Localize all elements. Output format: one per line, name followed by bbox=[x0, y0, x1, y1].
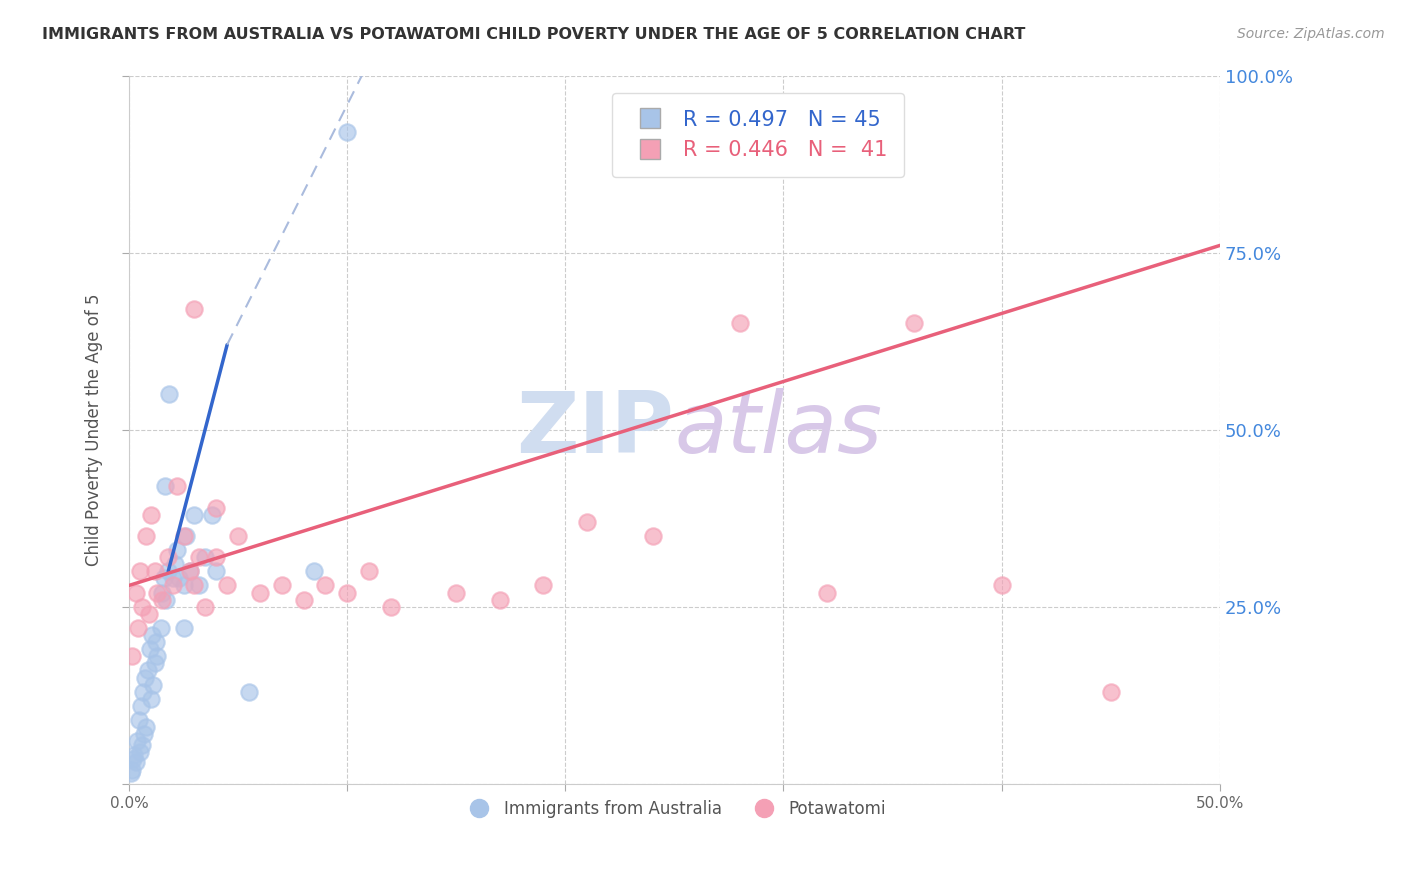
Point bbox=[141, 628, 163, 642]
Point bbox=[166, 479, 188, 493]
Legend: Immigrants from Australia, Potawatomi: Immigrants from Australia, Potawatomi bbox=[456, 794, 893, 825]
Point bbox=[131, 738, 153, 752]
Point bbox=[380, 599, 402, 614]
Text: ZIP: ZIP bbox=[516, 388, 675, 471]
Point bbox=[157, 564, 180, 578]
Point bbox=[127, 621, 149, 635]
Point bbox=[134, 727, 156, 741]
Point bbox=[205, 550, 228, 565]
Point bbox=[205, 500, 228, 515]
Point bbox=[163, 557, 186, 571]
Point bbox=[129, 745, 152, 759]
Point bbox=[314, 578, 336, 592]
Text: IMMIGRANTS FROM AUSTRALIA VS POTAWATOMI CHILD POVERTY UNDER THE AGE OF 5 CORRELA: IMMIGRANTS FROM AUSTRALIA VS POTAWATOMI … bbox=[42, 27, 1025, 42]
Point bbox=[139, 691, 162, 706]
Point bbox=[128, 713, 150, 727]
Point bbox=[129, 564, 152, 578]
Point bbox=[304, 564, 326, 578]
Point bbox=[238, 684, 260, 698]
Point bbox=[121, 649, 143, 664]
Point bbox=[728, 317, 751, 331]
Point bbox=[129, 698, 152, 713]
Point bbox=[120, 766, 142, 780]
Point bbox=[157, 550, 180, 565]
Point bbox=[124, 748, 146, 763]
Point bbox=[201, 508, 224, 522]
Point bbox=[205, 564, 228, 578]
Point bbox=[336, 125, 359, 139]
Point bbox=[444, 585, 467, 599]
Point bbox=[162, 578, 184, 592]
Point bbox=[174, 529, 197, 543]
Point bbox=[183, 578, 205, 592]
Point bbox=[136, 664, 159, 678]
Point bbox=[150, 585, 173, 599]
Point bbox=[187, 550, 209, 565]
Point bbox=[183, 508, 205, 522]
Point bbox=[155, 592, 177, 607]
Point bbox=[173, 529, 195, 543]
Point bbox=[990, 578, 1012, 592]
Point bbox=[142, 677, 165, 691]
Point bbox=[167, 571, 190, 585]
Point bbox=[489, 592, 512, 607]
Point bbox=[179, 564, 201, 578]
Point bbox=[149, 621, 172, 635]
Point bbox=[143, 657, 166, 671]
Point bbox=[131, 599, 153, 614]
Point bbox=[903, 317, 925, 331]
Point bbox=[641, 529, 664, 543]
Point bbox=[146, 649, 169, 664]
Point bbox=[145, 635, 167, 649]
Point bbox=[187, 578, 209, 592]
Point bbox=[139, 508, 162, 522]
Point bbox=[143, 564, 166, 578]
Point bbox=[533, 578, 555, 592]
Point bbox=[270, 578, 292, 592]
Y-axis label: Child Poverty Under the Age of 5: Child Poverty Under the Age of 5 bbox=[86, 293, 103, 566]
Point bbox=[146, 585, 169, 599]
Point bbox=[815, 585, 838, 599]
Point bbox=[173, 578, 195, 592]
Point bbox=[166, 543, 188, 558]
Point bbox=[1099, 684, 1122, 698]
Point bbox=[138, 607, 160, 621]
Point bbox=[124, 585, 146, 599]
Point bbox=[150, 592, 173, 607]
Point bbox=[226, 529, 249, 543]
Point bbox=[135, 529, 157, 543]
Point bbox=[173, 621, 195, 635]
Point bbox=[162, 571, 184, 585]
Text: Source: ZipAtlas.com: Source: ZipAtlas.com bbox=[1237, 27, 1385, 41]
Point bbox=[194, 550, 217, 565]
Point bbox=[124, 756, 146, 770]
Point bbox=[134, 671, 156, 685]
Point bbox=[132, 684, 155, 698]
Point bbox=[336, 585, 359, 599]
Text: atlas: atlas bbox=[675, 388, 883, 471]
Point bbox=[153, 479, 176, 493]
Point bbox=[292, 592, 315, 607]
Point bbox=[194, 599, 217, 614]
Point bbox=[157, 387, 180, 401]
Point bbox=[576, 515, 599, 529]
Point bbox=[179, 564, 201, 578]
Point bbox=[125, 734, 148, 748]
Point bbox=[217, 578, 239, 592]
Point bbox=[249, 585, 271, 599]
Point bbox=[121, 763, 143, 777]
Point bbox=[357, 564, 380, 578]
Point bbox=[138, 642, 160, 657]
Point bbox=[135, 720, 157, 734]
Point bbox=[183, 302, 205, 317]
Point bbox=[153, 571, 176, 585]
Point bbox=[122, 752, 145, 766]
